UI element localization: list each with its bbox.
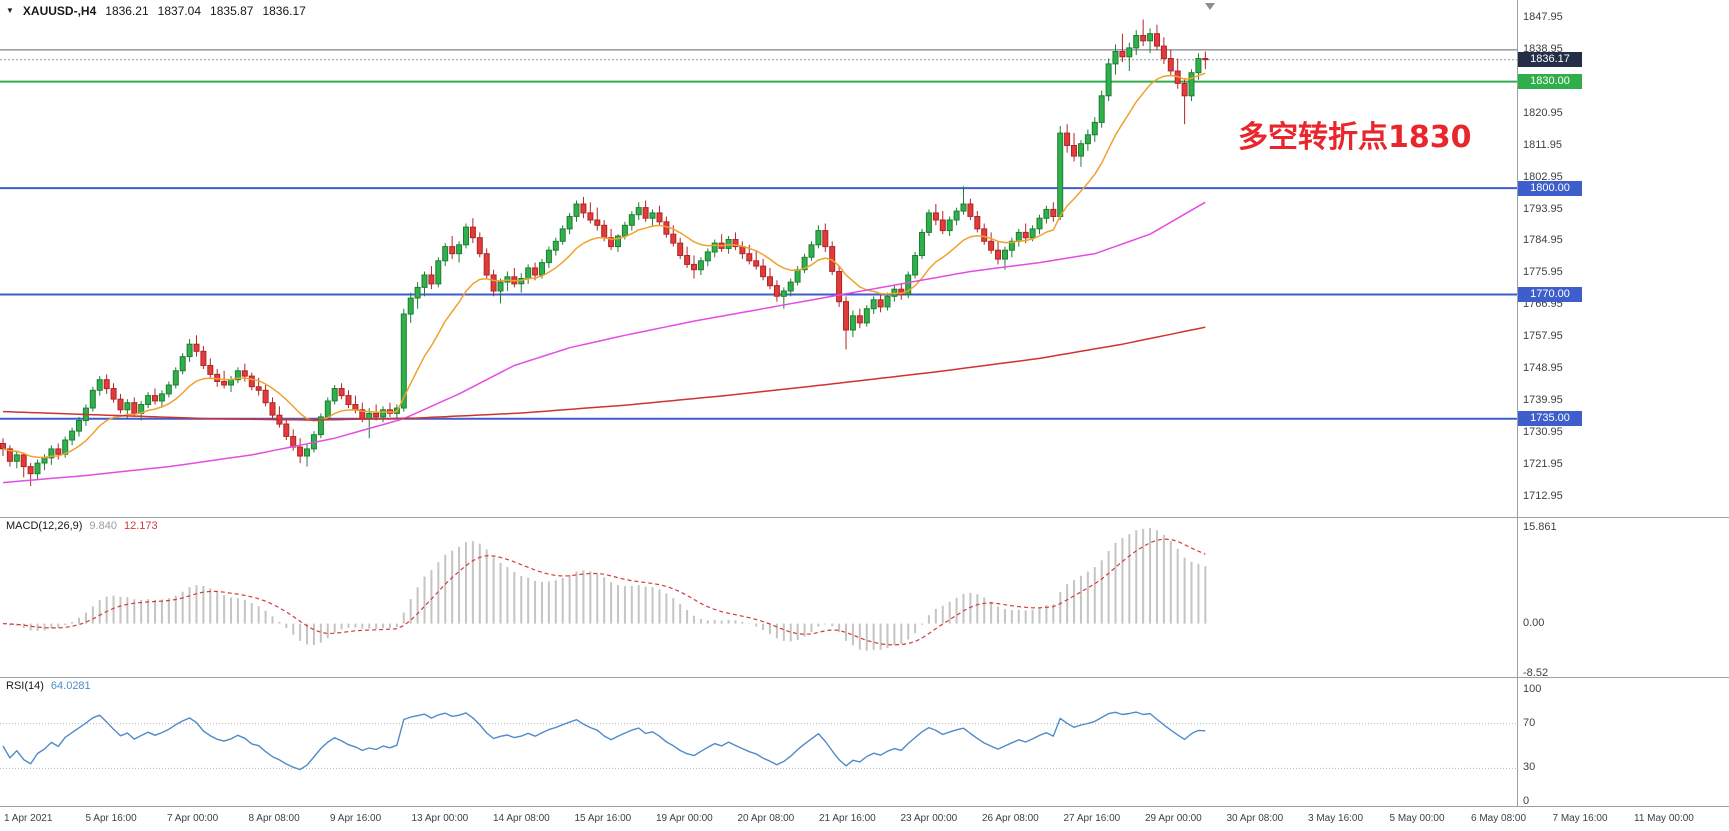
- time-axis-label: 5 Apr 16:00: [85, 813, 137, 824]
- ohlc-open: 1836.21: [105, 4, 149, 18]
- rsi-value: 64.0281: [50, 680, 91, 692]
- rsi-scale-70: 70: [1523, 716, 1536, 729]
- time-axis-label: 27 Apr 16:00: [1063, 813, 1121, 824]
- macd-main-value: 9.840: [89, 520, 117, 532]
- rsi-line: [2, 711, 1206, 771]
- macd-histogram: [8, 528, 1207, 651]
- price-scale-label: 1820.95: [1523, 106, 1563, 119]
- time-axis-label: 20 Apr 08:00: [737, 813, 795, 824]
- price-scale-label: 1775.95: [1523, 266, 1563, 279]
- time-axis-label: 26 Apr 08:00: [982, 813, 1039, 824]
- price-scale-label: 1757.95: [1523, 330, 1563, 343]
- time-axis-label: 6 May 08:00: [1471, 813, 1527, 824]
- price-scale-label: 1793.95: [1523, 202, 1563, 215]
- price-scale-label: 1721.95: [1523, 458, 1563, 471]
- rsi-scale-100: 100: [1523, 683, 1542, 695]
- macd-name: MACD(12,26,9): [6, 520, 83, 532]
- price-box-1770.00: 1770.00: [1518, 287, 1582, 303]
- chart-shift-marker[interactable]: [1205, 3, 1215, 10]
- time-axis-label: 21 Apr 16:00: [819, 813, 876, 824]
- rsi-scale-30: 30: [1523, 761, 1536, 774]
- price-box-1800.00: 1800.00: [1518, 180, 1582, 196]
- rsi-name: RSI(14): [6, 680, 44, 692]
- time-axis-label: 11 May 00:00: [1634, 813, 1694, 824]
- price-scale-label: 1784.95: [1523, 234, 1563, 247]
- time-axis-label: 5 May 00:00: [1389, 813, 1445, 824]
- chart-header: ▼ XAUUSD-,H4 1836.21 1837.04 1835.87 183…: [6, 4, 306, 18]
- price-box-1830.00: 1830.00: [1518, 74, 1582, 90]
- macd-scale-bottom: -8.52: [1523, 667, 1549, 679]
- macd-indicator-label: MACD(12,26,9) 9.840 12.173: [6, 520, 158, 532]
- time-axis-label: 13 Apr 00:00: [411, 813, 469, 824]
- price-scale-label: 1739.95: [1523, 394, 1563, 407]
- time-axis-label: 15 Apr 16:00: [574, 813, 632, 824]
- price-scale-label: 1802.95: [1523, 170, 1563, 183]
- price-scale-label: 1748.95: [1523, 362, 1563, 375]
- rsi-scale-0: 0: [1523, 795, 1530, 807]
- chart-menu-icon[interactable]: ▼: [6, 5, 14, 15]
- time-axis-label: 23 Apr 00:00: [900, 813, 958, 824]
- ohlc-close: 1836.17: [262, 4, 306, 18]
- price-box-1836.17: 1836.17: [1518, 52, 1582, 68]
- ohlc-high: 1837.04: [157, 4, 202, 18]
- macd-signal-value: 12.173: [123, 520, 158, 532]
- annotation-text: 多空转折点1830: [1238, 120, 1472, 155]
- time-axis-label: 9 Apr 16:00: [330, 813, 382, 824]
- price-box-1735.00: 1735.00: [1518, 411, 1582, 427]
- macd-signal-line: [2, 538, 1206, 646]
- price-scale-label: 1811.95: [1523, 138, 1562, 151]
- price-scale-label: 1847.95: [1523, 10, 1563, 23]
- price-scale-label: 1838.95: [1523, 42, 1563, 55]
- ma-line-fast: [2, 72, 1206, 459]
- ohlc-low: 1835.87: [210, 4, 254, 18]
- time-axis-label: 7 May 16:00: [1552, 813, 1608, 824]
- time-axis-label: 19 Apr 00:00: [656, 813, 713, 824]
- macd-scale-top: 15.861: [1523, 521, 1557, 533]
- ma-line-slow: [2, 326, 1206, 421]
- ma-line-mid: [2, 201, 1206, 484]
- time-axis-label: 7 Apr 00:00: [167, 813, 219, 824]
- time-axis-label: 30 Apr 08:00: [1226, 813, 1284, 824]
- macd-scale-zero: 0.00: [1523, 616, 1545, 629]
- time-axis-label: 8 Apr 08:00: [248, 813, 300, 824]
- time-axis-label: 14 Apr 08:00: [493, 813, 550, 824]
- time-axis-label: 29 Apr 00:00: [1145, 813, 1202, 824]
- symbol-timeframe: XAUUSD-,H4: [22, 4, 97, 18]
- time-axis-label: 3 May 16:00: [1308, 813, 1364, 824]
- price-scale-label: 1730.95: [1523, 426, 1563, 439]
- price-scale-label: 1712.95: [1523, 489, 1563, 502]
- rsi-indicator-label: RSI(14) 64.0281: [6, 680, 91, 692]
- time-axis-label: 1 Apr 2021: [4, 813, 53, 824]
- candles: [0, 19, 1209, 487]
